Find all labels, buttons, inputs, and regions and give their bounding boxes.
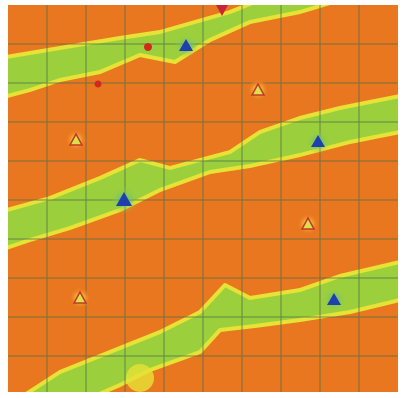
false-color-map [0, 0, 407, 398]
image [0, 0, 400, 398]
bright-spot [126, 364, 154, 392]
page: (() => { const data = JSON.parse(documen… [0, 0, 407, 398]
